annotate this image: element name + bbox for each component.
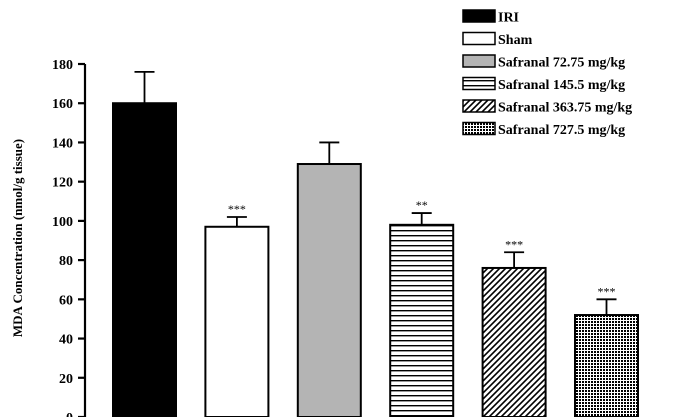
y-tick-label: 80 <box>59 254 73 269</box>
y-tick-label: 20 <box>59 372 73 387</box>
y-tick-label: 0 <box>66 411 73 417</box>
y-tick-label: 180 <box>52 58 73 73</box>
legend-swatch <box>462 76 496 91</box>
y-tick-label: 120 <box>52 176 73 191</box>
significance-label: *** <box>598 284 616 298</box>
legend-swatch <box>462 121 496 136</box>
legend-swatch <box>462 54 496 68</box>
bar-4 <box>389 223 455 417</box>
legend-swatch <box>462 99 496 113</box>
y-axis-title: MDA Concentration (nmol/g tissue) <box>10 139 25 337</box>
legend-label: IRI <box>498 11 519 26</box>
legend-swatch <box>462 31 496 46</box>
bar-3 <box>296 163 362 417</box>
bar-5 <box>481 266 547 417</box>
significance-label: *** <box>228 202 246 216</box>
bar-2 <box>204 225 270 417</box>
legend-label: Sham <box>498 33 533 48</box>
legend-label: Safranal 145.5 mg/kg <box>498 78 625 93</box>
legend-label: Safranal 727.5 mg/kg <box>498 123 625 138</box>
y-tick-label: 100 <box>52 215 73 230</box>
bar-1 <box>112 102 177 417</box>
significance-label: *** <box>505 237 523 251</box>
y-tick-label: 60 <box>59 293 73 308</box>
legend-label: Safranal 72.75 mg/kg <box>498 56 625 71</box>
bar-6 <box>574 314 639 417</box>
y-tick-label: 40 <box>59 333 73 348</box>
y-tick-label: 140 <box>52 136 73 151</box>
legend-label: Safranal 363.75 mg/kg <box>498 101 632 116</box>
legend-swatch <box>462 9 496 23</box>
y-tick-label: 160 <box>52 97 73 112</box>
significance-label: ** <box>416 198 428 212</box>
